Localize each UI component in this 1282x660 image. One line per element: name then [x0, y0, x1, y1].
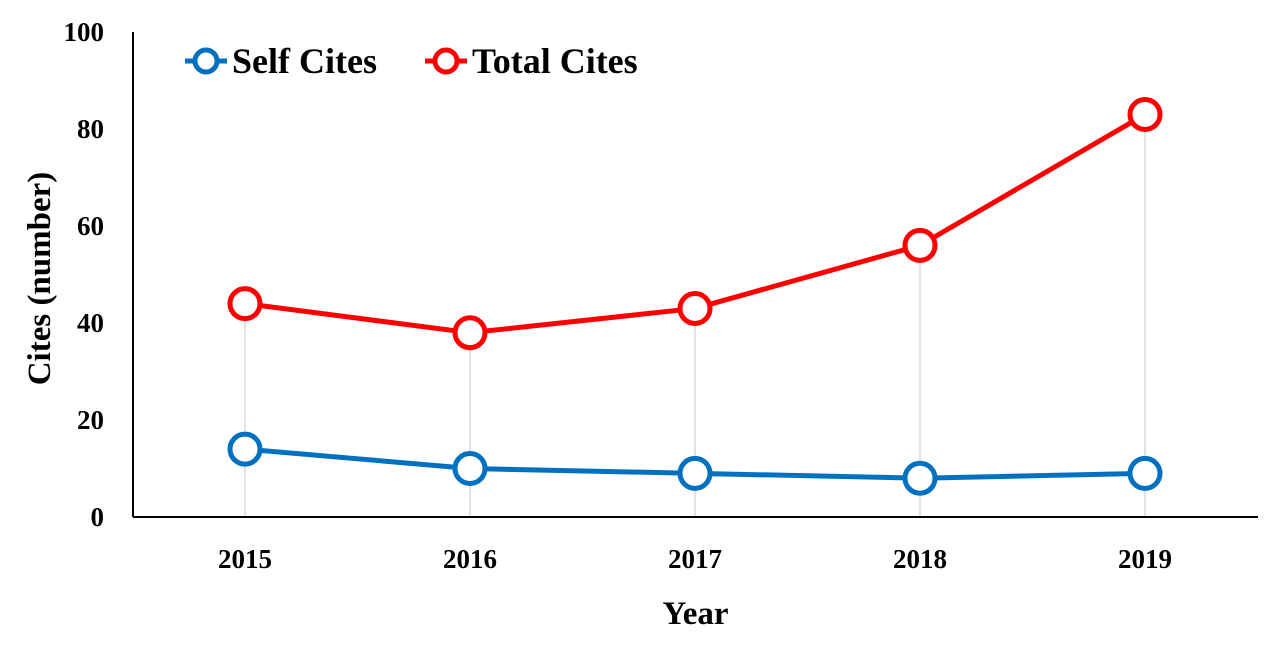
y-tick-label: 0	[91, 502, 105, 532]
data-point	[902, 227, 938, 263]
x-tick-label: 2019	[1118, 544, 1172, 574]
data-point	[1127, 96, 1163, 132]
x-tick-label: 2015	[218, 544, 272, 574]
y-tick-label: 20	[77, 405, 104, 435]
legend-item: Self Cites	[185, 41, 377, 81]
data-point	[227, 431, 263, 467]
legend-item: Total Cites	[425, 41, 638, 81]
x-tick-labels: 2015 2016 2017 2018 2019	[218, 544, 1172, 574]
data-point	[677, 455, 713, 491]
x-tick-label: 2018	[893, 544, 947, 574]
y-axis-title: Cites (number)	[22, 172, 58, 386]
series-layer	[227, 96, 1163, 496]
legend-marker-icon	[192, 47, 220, 75]
x-tick-label: 2017	[668, 544, 722, 574]
legend-marker-icon	[432, 47, 460, 75]
series-0	[227, 431, 1163, 496]
x-tick-label: 2016	[443, 544, 497, 574]
series-1	[227, 96, 1163, 351]
y-tick-label: 60	[77, 211, 104, 241]
y-tick-labels: 0 20 40 60 80 100	[64, 17, 105, 532]
data-point	[1127, 455, 1163, 491]
data-point	[677, 290, 713, 326]
y-tick-label: 80	[77, 114, 104, 144]
legend-label: Total Cites	[472, 41, 638, 81]
data-point	[227, 286, 263, 322]
data-point	[452, 315, 488, 351]
y-tick-label: 100	[64, 17, 105, 47]
x-axis-title: Year	[663, 596, 729, 632]
y-tick-label: 40	[77, 308, 104, 338]
data-point	[452, 451, 488, 486]
data-point	[902, 460, 938, 496]
legend: Self Cites Total Cites	[185, 41, 638, 81]
legend-label: Self Cites	[232, 41, 377, 81]
